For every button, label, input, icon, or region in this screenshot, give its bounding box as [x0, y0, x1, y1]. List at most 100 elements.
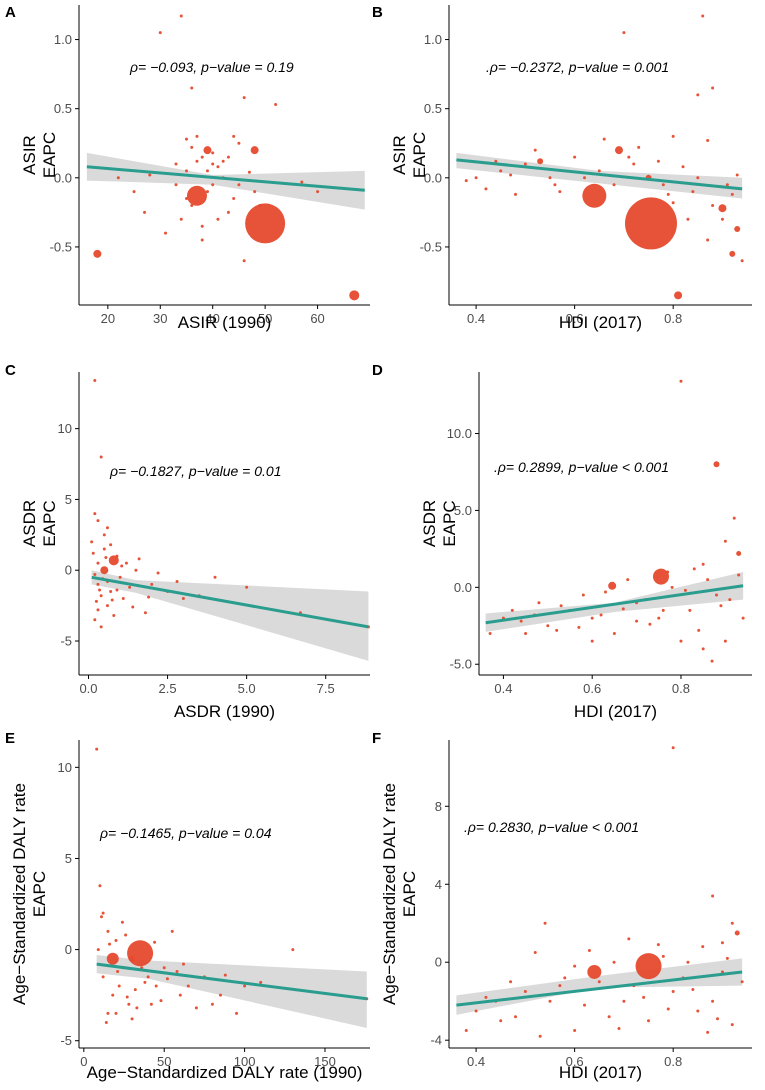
data-point [714, 593, 718, 597]
y-tick-label: 0.5 [424, 101, 442, 116]
data-point [607, 1015, 611, 1019]
data-point [679, 379, 683, 383]
data-point [741, 616, 745, 620]
data-point [671, 201, 675, 205]
data-point [558, 190, 562, 194]
data-point [104, 1020, 108, 1024]
data-point [653, 568, 669, 585]
data-point [124, 561, 128, 565]
data-point [637, 145, 641, 149]
x-tick-label: 7.5 [317, 681, 335, 696]
x-tick-label: 0.6 [566, 311, 584, 326]
data-point [109, 589, 113, 593]
data-point [642, 995, 646, 999]
data-point [725, 956, 729, 960]
data-point [182, 962, 186, 966]
y-tick-label: -5.0 [450, 657, 472, 672]
data-point [162, 966, 166, 970]
data-point [90, 540, 94, 544]
data-point [723, 539, 727, 543]
panel-letter: E [5, 730, 15, 747]
data-point [99, 455, 103, 459]
data-point [627, 937, 631, 941]
y-axis-title: ASIREAPC [390, 132, 429, 178]
data-point [696, 93, 700, 97]
data-point [99, 594, 103, 598]
data-point [106, 952, 119, 965]
y-tick-label: 10.0 [447, 426, 472, 441]
panel-c: C 0.0 2.5 5.0 7.5 -5 0 5 10 ASDR (1990) ASDREAPC ρ=… [5, 362, 370, 721]
data-point [537, 601, 541, 605]
data-point [128, 585, 132, 589]
data-point [514, 1015, 518, 1019]
data-point [706, 578, 710, 582]
data-point [494, 159, 498, 163]
y-tick-label: 0.0 [454, 580, 472, 595]
data-point [170, 929, 174, 933]
data-point [131, 605, 135, 609]
x-tick-label: 0.8 [672, 681, 690, 696]
data-point [184, 197, 188, 201]
data-point [158, 31, 162, 35]
data-point [706, 1030, 710, 1034]
y-axis-title-line: ASIR [390, 135, 409, 175]
data-point [735, 173, 739, 177]
data-point [218, 993, 222, 997]
x-axis-title: HDI (2017) [559, 313, 642, 332]
data-point [683, 588, 687, 592]
data-point [577, 625, 581, 629]
data-point [666, 1007, 670, 1011]
data-point [555, 628, 559, 632]
data-point [186, 984, 190, 988]
data-point [488, 631, 492, 635]
data-point [711, 86, 715, 90]
data-point [98, 588, 102, 592]
data-point [612, 183, 616, 187]
data-point [195, 159, 199, 163]
data-point [96, 519, 100, 523]
y-axis-title: ASDREAPC [20, 500, 59, 547]
x-axis-title: ASIR (1990) [178, 313, 272, 332]
data-point [740, 259, 744, 263]
y-axis-title-line: ASDR [420, 500, 439, 547]
data-point [597, 169, 601, 173]
data-point [153, 940, 157, 944]
data-point [93, 512, 97, 516]
panel-b: B 0.4 0.6 0.8 -0.5 0.0 0.5 1.0 HDI (2017) ASIREAP… [372, 4, 752, 332]
y-tick-label: 0.0 [424, 170, 442, 185]
panel-e: E 0 50 100 150 -5 0 5 10 Age−Standardized DALY ra… [5, 730, 370, 1082]
data-point [484, 187, 488, 191]
data-point [200, 224, 204, 228]
data-point [499, 1019, 503, 1023]
data-point [559, 604, 563, 608]
data-point [96, 608, 100, 612]
data-point [730, 192, 734, 196]
panel-letter: A [5, 4, 16, 21]
data-point [205, 190, 209, 194]
data-point [730, 921, 734, 925]
data-point [274, 103, 278, 107]
data-point [737, 573, 741, 577]
data-point [711, 999, 715, 1003]
data-point [101, 975, 105, 979]
data-point [711, 203, 715, 207]
data-point [195, 134, 199, 138]
data-point [213, 575, 217, 579]
y-tick-label: 0.5 [54, 101, 72, 116]
data-point [221, 159, 225, 163]
panel-a: A 20 30 40 50 60 -0.5 0.0 0.5 1.0 ASIR (1990) ASIRE… [5, 4, 370, 332]
data-point [132, 190, 136, 194]
correlation-annotation: .ρ= 0.2830, p−value < 0.001 [464, 819, 639, 835]
data-point [210, 1002, 214, 1006]
regression-line [91, 575, 369, 629]
data-point [701, 647, 705, 651]
data-point [647, 1019, 651, 1023]
data-point [243, 984, 247, 988]
data-point [553, 183, 557, 187]
data-point [226, 210, 230, 214]
data-point [671, 989, 675, 993]
data-point [661, 183, 665, 187]
data-point [253, 190, 257, 194]
y-tick-label: 8 [435, 799, 442, 814]
data-point [725, 183, 729, 187]
